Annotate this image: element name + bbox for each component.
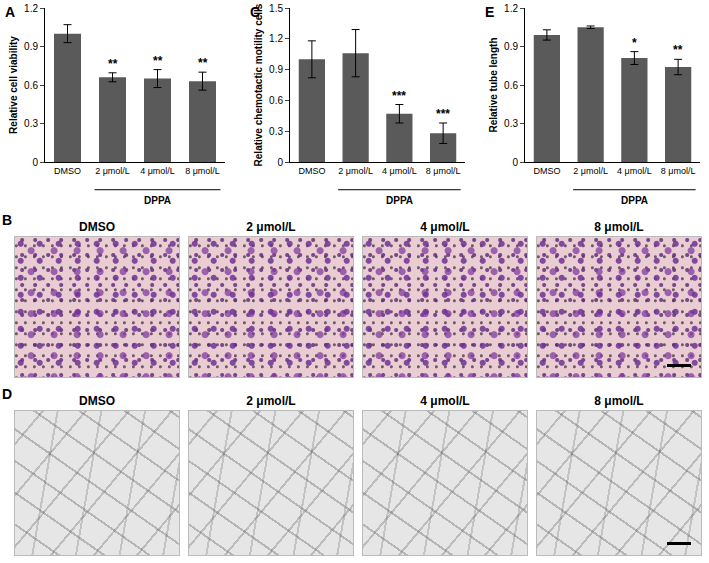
svg-text:**: **	[673, 43, 683, 57]
svg-text:0.9: 0.9	[269, 64, 283, 75]
html-text:DMSO: DMSO	[79, 394, 115, 408]
svg-text:0.3: 0.3	[504, 118, 518, 129]
svg-text:DPPA: DPPA	[144, 195, 171, 206]
svg-text:2 μmol/L: 2 μmol/L	[573, 166, 608, 176]
svg-text:Relative cell viability: Relative cell viability	[8, 36, 19, 134]
svg-text:***: ***	[392, 89, 406, 103]
svg-text:4 μmol/L: 4 μmol/L	[140, 166, 175, 176]
svg-text:C: C	[250, 4, 260, 20]
svg-text:0.9: 0.9	[504, 41, 518, 52]
svg-text:0.3: 0.3	[24, 118, 38, 129]
svg-text:2 μmol/L: 2 μmol/L	[95, 166, 130, 176]
svg-text:0.6: 0.6	[504, 80, 518, 91]
html-text:8 μmol/L: 8 μmol/L	[594, 394, 644, 408]
svg-text:DMSO: DMSO	[298, 166, 325, 176]
svg-text:**: **	[198, 56, 208, 70]
html-text:B: B	[2, 212, 13, 228]
svg-text:DPPA: DPPA	[386, 195, 413, 206]
svg-text:0: 0	[32, 157, 38, 168]
svg-text:4 μmol/L: 4 μmol/L	[382, 166, 417, 176]
svg-text:4 μmol/L: 4 μmol/L	[617, 166, 652, 176]
svg-text:***: ***	[436, 107, 450, 121]
svg-text:1.2: 1.2	[269, 33, 283, 44]
svg-text:8 μmol/L: 8 μmol/L	[426, 166, 461, 176]
html-text:2 μmol/L: 2 μmol/L	[246, 394, 296, 408]
html-text:4 μmol/L: 4 μmol/L	[420, 220, 470, 234]
svg-text:A: A	[5, 4, 15, 20]
html-text:DMSO: DMSO	[79, 220, 115, 234]
svg-text:0.9: 0.9	[24, 41, 38, 52]
svg-text:Relative chemotactic motility: Relative chemotactic motility cells	[253, 3, 264, 166]
html-text:4 μmol/L: 4 μmol/L	[420, 394, 470, 408]
svg-text:0: 0	[512, 157, 518, 168]
svg-text:DPPA: DPPA	[621, 195, 648, 206]
svg-text:1.2: 1.2	[24, 3, 38, 14]
svg-text:Relative tube length: Relative tube length	[488, 37, 499, 132]
svg-text:1.2: 1.2	[504, 3, 518, 14]
svg-text:8 μmol/L: 8 μmol/L	[185, 166, 220, 176]
svg-text:DMSO: DMSO	[533, 166, 560, 176]
svg-text:DMSO: DMSO	[54, 166, 81, 176]
svg-text:**: **	[153, 54, 163, 68]
svg-text:0.6: 0.6	[24, 80, 38, 91]
svg-text:0: 0	[277, 157, 283, 168]
svg-text:E: E	[485, 4, 494, 20]
svg-text:2 μmol/L: 2 μmol/L	[338, 166, 373, 176]
svg-text:**: **	[108, 57, 118, 71]
svg-text:*: *	[632, 36, 637, 50]
html-text:2 μmol/L: 2 μmol/L	[246, 220, 296, 234]
svg-text:0.3: 0.3	[269, 126, 283, 137]
html-text:D: D	[2, 386, 13, 402]
svg-text:8 μmol/L: 8 μmol/L	[661, 166, 696, 176]
svg-text:1.5: 1.5	[269, 3, 283, 14]
html-text:8 μmol/L: 8 μmol/L	[594, 220, 644, 234]
svg-text:0.6: 0.6	[269, 95, 283, 106]
